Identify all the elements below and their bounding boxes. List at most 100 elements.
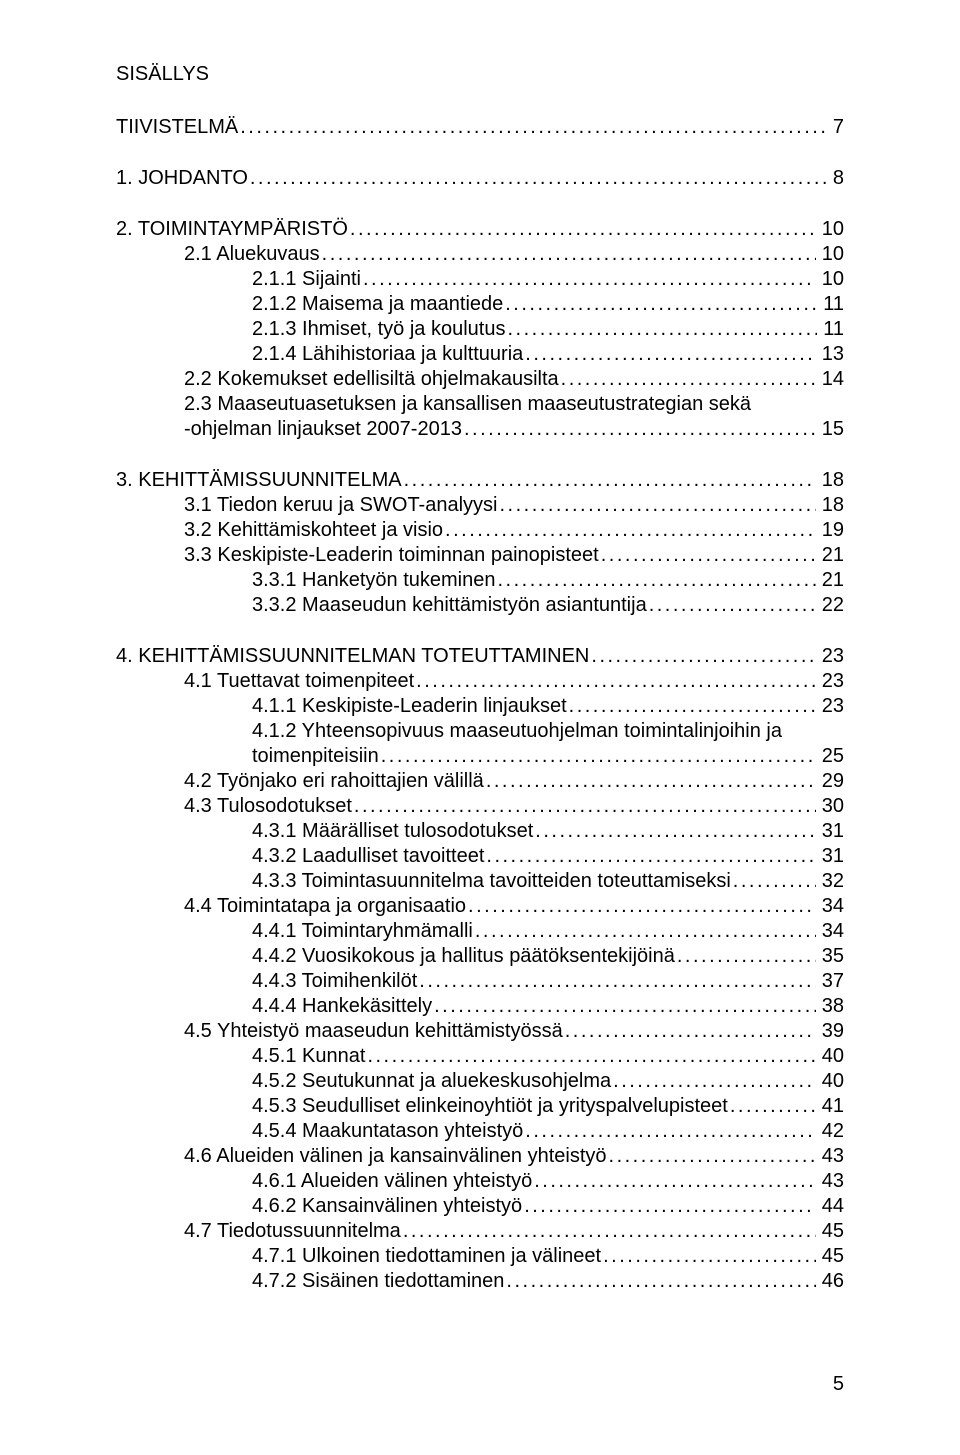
toc-entry-label: 2.1.4 Lähihistoriaa ja kulttuuria [252, 342, 523, 367]
toc-entry: 4.3.2 Laadulliset tavoitteet 31 [116, 844, 844, 869]
toc-entry: 2. TOIMINTAYMPÄRISTÖ 10 [116, 217, 844, 242]
footer-page-number: 5 [833, 1372, 844, 1397]
toc-entry-label: 4.5.2 Seutukunnat ja aluekeskusohjelma [252, 1069, 611, 1094]
toc-leader-dots [414, 669, 816, 694]
toc-entry-label: 4.5.1 Kunnat [252, 1044, 365, 1069]
toc-entry-page: 22 [816, 593, 844, 618]
toc-entry: 3.3.1 Hanketyön tukeminen 21 [116, 568, 844, 593]
toc-entry: 4.4.1 Toimintaryhmämalli 34 [116, 919, 844, 944]
toc-entry-page: 21 [816, 568, 844, 593]
toc-entry-label: 2.2 Kokemukset edellisiltä ohjelmakausil… [184, 367, 559, 392]
toc-entry: -ohjelman linjaukset 2007-2013 15 [116, 417, 844, 442]
toc-entry-page: 14 [816, 367, 844, 392]
toc-entry-label: 4.4.1 Toimintaryhmämalli [252, 919, 473, 944]
toc-leader-dots [365, 1044, 815, 1069]
toc-entry-label: 4.5 Yhteistyö maaseudun kehittämistyössä [184, 1019, 563, 1044]
toc-entry-label: 4.1.1 Keskipiste-Leaderin linjaukset [252, 694, 567, 719]
toc-entry: 2.1.3 Ihmiset, työ ja koulutus 11 [116, 317, 844, 342]
toc-entry-page: 10 [816, 217, 844, 242]
toc-entry-page: 25 [816, 744, 844, 769]
toc-entry-label: 4.5.3 Seudulliset elinkeinoyhtiöt ja yri… [252, 1094, 728, 1119]
toc-heading: SISÄLLYS [116, 62, 844, 87]
toc-entry: 3.3.2 Maaseudun kehittämistyön asiantunt… [116, 593, 844, 618]
toc-entry: 4.6.2 Kansainvälinen yhteistyö 44 [116, 1194, 844, 1219]
toc-entry: 3. KEHITTÄMISSUUNNITELMA 18 [116, 468, 844, 493]
toc-entry-page: 32 [816, 869, 844, 894]
toc-entry-label: 4.1 Tuettavat toimenpiteet [184, 669, 414, 694]
toc-leader-dots [348, 217, 816, 242]
toc-entry-page: 23 [816, 669, 844, 694]
toc-body: TIIVISTELMÄ 71. JOHDANTO 82. TOIMINTAYMP… [116, 115, 844, 1294]
toc-entry: 4.5.1 Kunnat 40 [116, 1044, 844, 1069]
toc-leader-dots [473, 919, 816, 944]
toc-entry: 4.4.3 Toimihenkilöt 37 [116, 969, 844, 994]
toc-entry: 4.5 Yhteistyö maaseudun kehittämistyössä… [116, 1019, 844, 1044]
toc-entry: 3.1 Tiedon keruu ja SWOT-analyysi 18 [116, 493, 844, 518]
toc-entry-label: 3.1 Tiedon keruu ja SWOT-analyysi [184, 493, 497, 518]
toc-entry-label: 3.2 Kehittämiskohteet ja visio [184, 518, 443, 543]
toc-entry-page: 15 [816, 417, 844, 442]
toc-entry-label: 2.3 Maaseutuasetuksen ja kansallisen maa… [184, 392, 751, 417]
toc-entry-page: 11 [817, 292, 844, 317]
toc-entry-label: 4.4.2 Vuosikokous ja hallitus päätöksent… [252, 944, 675, 969]
toc-entry-page: 38 [816, 994, 844, 1019]
toc-entry-page: 31 [816, 819, 844, 844]
toc-entry: 4.7.1 Ulkoinen tiedottaminen ja välineet… [116, 1244, 844, 1269]
toc-entry: 4.5.3 Seudulliset elinkeinoyhtiöt ja yri… [116, 1094, 844, 1119]
toc-leader-dots [361, 267, 816, 292]
toc-entry-label: 2. TOIMINTAYMPÄRISTÖ [116, 217, 348, 242]
toc-entry-label: 2.1 Aluekuvaus [184, 242, 320, 267]
toc-entry: 4.5.2 Seutukunnat ja aluekeskusohjelma 4… [116, 1069, 844, 1094]
toc-leader-dots [505, 317, 817, 342]
toc-entry-page: 37 [816, 969, 844, 994]
toc-spacer [116, 140, 844, 166]
toc-entry-label: 2.1.2 Maisema ja maantiede [252, 292, 503, 317]
toc-entry-label: 4.3.2 Laadulliset tavoitteet [252, 844, 484, 869]
toc-entry: 2.2 Kokemukset edellisiltä ohjelmakausil… [116, 367, 844, 392]
toc-spacer [116, 191, 844, 217]
toc-entry: 2.1.1 Sijainti 10 [116, 267, 844, 292]
toc-leader-dots [466, 894, 816, 919]
toc-leader-dots [484, 769, 816, 794]
toc-entry-page: 8 [827, 166, 844, 191]
toc-leader-dots [589, 644, 815, 669]
toc-leader-dots [675, 944, 816, 969]
toc-entry-page: 7 [827, 115, 844, 140]
toc-entry: 2.1.2 Maisema ja maantiede 11 [116, 292, 844, 317]
toc-entry: 2.1.4 Lähihistoriaa ja kulttuuria 13 [116, 342, 844, 367]
toc-leader-dots [599, 543, 816, 568]
toc-leader-dots [496, 568, 816, 593]
toc-entry: 4.5.4 Maakuntatason yhteistyö 42 [116, 1119, 844, 1144]
toc-entry-label: 4.6 Alueiden välinen ja kansainvälinen y… [184, 1144, 607, 1169]
toc-leader-dots [607, 1144, 816, 1169]
toc-entry-label: 3. KEHITTÄMISSUUNNITELMA [116, 468, 402, 493]
toc-entry: TIIVISTELMÄ 7 [116, 115, 844, 140]
toc-entry-page: 10 [816, 242, 844, 267]
toc-entry-page: 11 [817, 317, 844, 342]
toc-entry-page: 19 [816, 518, 844, 543]
toc-entry-page: 39 [816, 1019, 844, 1044]
toc-leader-dots [611, 1069, 816, 1094]
toc-leader-dots [352, 794, 816, 819]
toc-entry: 3.3 Keskipiste-Leaderin toiminnan painop… [116, 543, 844, 568]
toc-entry: 4.6 Alueiden välinen ja kansainvälinen y… [116, 1144, 844, 1169]
toc-leader-dots [402, 468, 816, 493]
toc-leader-dots [523, 1119, 815, 1144]
toc-entry-page: 13 [816, 342, 844, 367]
toc-entry-page: 18 [816, 468, 844, 493]
toc-leader-dots [601, 1244, 816, 1269]
toc-container: SISÄLLYS TIIVISTELMÄ 71. JOHDANTO 82. TO… [116, 62, 844, 1294]
toc-leader-dots [417, 969, 815, 994]
toc-leader-dots [533, 819, 815, 844]
toc-leader-dots [728, 1094, 816, 1119]
toc-entry-label: 4.7.1 Ulkoinen tiedottaminen ja välineet [252, 1244, 601, 1269]
toc-leader-dots [647, 593, 816, 618]
toc-entry: 4.2 Työnjako eri rahoittajien välillä 29 [116, 769, 844, 794]
toc-entry-page: 18 [816, 493, 844, 518]
toc-entry-page: 46 [816, 1269, 844, 1294]
toc-leader-dots [523, 342, 815, 367]
toc-entry-page: 43 [816, 1144, 844, 1169]
toc-entry-label: 4.6.1 Alueiden välinen yhteistyö [252, 1169, 532, 1194]
toc-entry: 4.1 Tuettavat toimenpiteet 23 [116, 669, 844, 694]
toc-leader-dots [432, 994, 816, 1019]
